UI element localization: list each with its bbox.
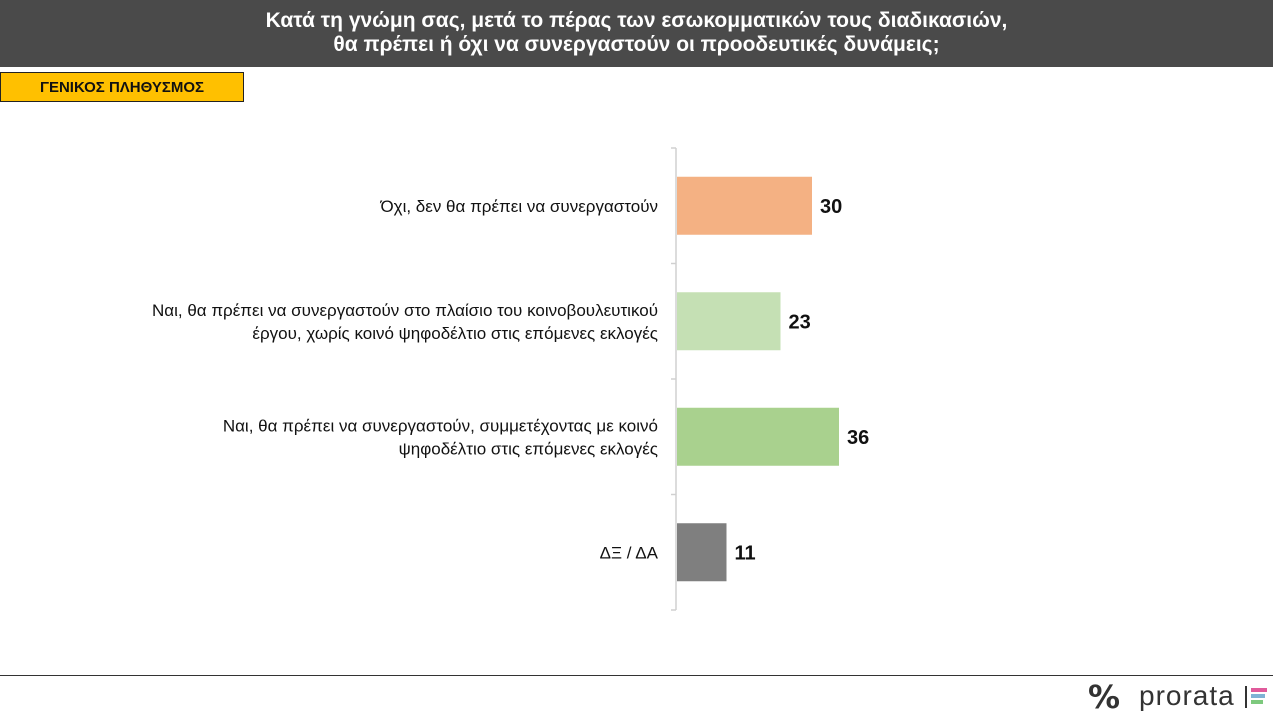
bar	[677, 176, 812, 235]
title-line-2: θα πρέπει ή όχι να συνεργαστούν οι προοδ…	[333, 33, 940, 56]
bar	[677, 523, 727, 582]
logo-line	[1251, 688, 1267, 692]
category-label: Ναι, θα πρέπει να συνεργαστούν στο πλαίσ…	[152, 301, 658, 320]
category-label: Όχι, δεν θα πρέπει να συνεργαστούν	[379, 197, 658, 216]
data-label: 11	[735, 542, 756, 564]
bar	[677, 407, 839, 466]
bar-chart: 30 Όχι, δεν θα πρέπει να συνεργαστούν 23 Να…	[152, 147, 869, 611]
population-badge: ΓΕΝΙΚΟΣ ΠΛΗΘΥΣΜΟΣ	[0, 72, 244, 102]
category-label: έργου, χωρίς κοινό ψηφοδέλτιο στις επόμε…	[252, 324, 658, 343]
chart-title: Κατά τη γνώμη σας, μετά το πέρας των εσω…	[0, 0, 1273, 57]
logo-line	[1251, 694, 1265, 698]
title-banner: Κατά τη γνώμη σας, μετά το πέρας των εσω…	[0, 0, 1273, 67]
data-label: 30	[820, 196, 842, 218]
logo-lines-icon	[1251, 688, 1267, 708]
logo-line	[1251, 700, 1263, 704]
population-badge-label: ΓΕΝΙΚΟΣ ΠΛΗΘΥΣΜΟΣ	[39, 78, 205, 96]
footer-divider	[0, 675, 1273, 676]
category-label: ψηφοδέλτιο στις επόμενες εκλογές	[399, 439, 658, 458]
logo-wordmark: prorata	[1139, 680, 1235, 711]
logo-divider	[1245, 686, 1247, 708]
data-label: 23	[789, 311, 811, 333]
prorata-logo: % prorata	[1085, 678, 1270, 716]
data-label: 36	[847, 427, 869, 449]
percent-logo-icon: %	[1088, 678, 1121, 716]
bar	[677, 292, 781, 351]
category-label: Ναι, θα πρέπει να συνεργαστούν, συμμετέχ…	[223, 416, 658, 435]
title-line-1: Κατά τη γνώμη σας, μετά το πέρας των εσω…	[265, 9, 1008, 32]
category-label: ΔΞ / ΔΑ	[600, 543, 659, 562]
